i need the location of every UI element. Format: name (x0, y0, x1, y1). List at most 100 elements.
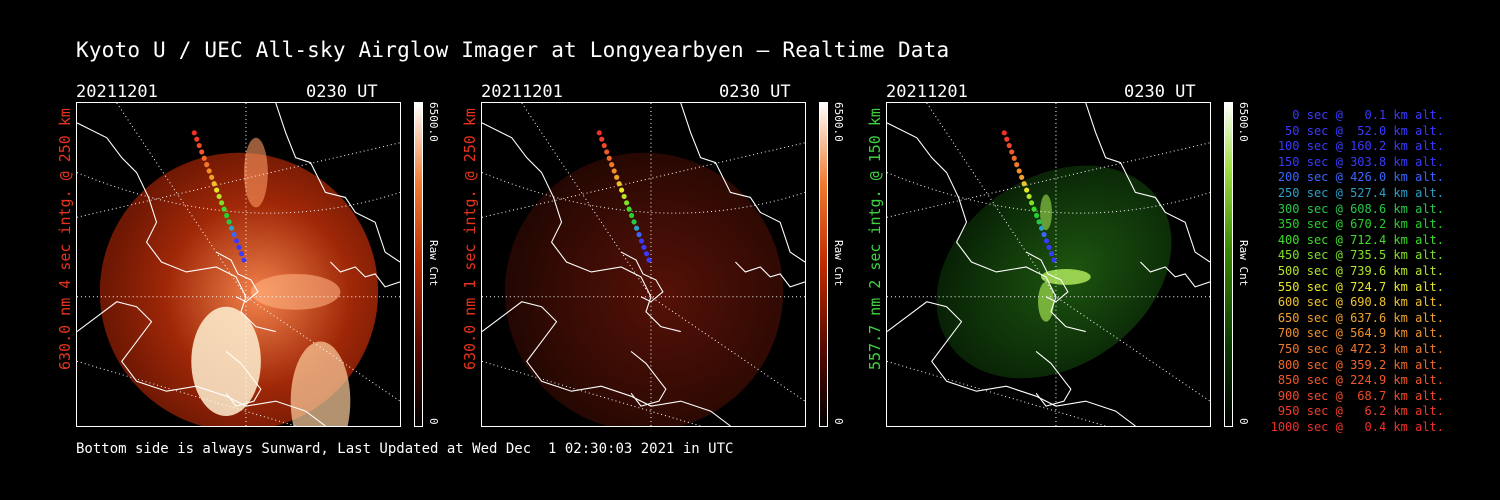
coastline (77, 301, 326, 426)
panel-3-image (886, 102, 1211, 427)
coastline (735, 261, 805, 288)
aurora-feature (243, 137, 268, 208)
trajectory-point (1038, 225, 1045, 231)
trajectory-point (1026, 193, 1032, 200)
legend-row: 200 sec @ 426.0 km alt. (1277, 170, 1444, 185)
panel-1-date: 20211201 (76, 82, 158, 102)
aurora-feature (191, 306, 261, 417)
trajectory-point (599, 136, 605, 142)
legend-row: 400 sec @ 712.4 km alt. (1277, 232, 1444, 247)
trajectory-point (611, 168, 617, 174)
trajectory-point (236, 244, 242, 250)
trajectory-point (616, 181, 622, 187)
legend-row: 800 sec @ 359.2 km alt. (1277, 357, 1444, 372)
panel-3-date: 20211201 (886, 82, 968, 102)
coastline (482, 122, 681, 333)
legend-row: 650 sec @ 637.6 km alt. (1277, 310, 1444, 325)
trajectory-point (1001, 130, 1007, 136)
coastline (620, 251, 664, 303)
panel-2-side-label: 630.0 nm 1 sec intg. @ 250 km (461, 108, 479, 370)
panel-1-image (76, 102, 401, 427)
trajectory-point (204, 162, 210, 168)
panel-1-colorbar (414, 102, 423, 427)
trajectory-point (614, 174, 620, 180)
coastline (1025, 251, 1069, 303)
trajectory-point (1031, 206, 1037, 212)
coastline (680, 103, 805, 263)
legend-row: 100 sec @ 160.2 km alt. (1277, 139, 1444, 154)
coastline (887, 122, 1086, 333)
trajectory-point (1048, 251, 1055, 257)
trajectory-point (1043, 238, 1050, 244)
trajectory-point (606, 155, 612, 161)
trajectory-point (621, 193, 627, 200)
panel-1-cbar-unit: Raw Cnt (427, 240, 440, 287)
coastline (482, 301, 731, 426)
coastline (1035, 351, 1072, 407)
coastline (275, 103, 400, 263)
trajectory-point (1033, 212, 1040, 219)
panel-2-time: 0230 UT (719, 82, 791, 102)
legend-row: 900 sec @ 68.7 km alt. (1277, 388, 1444, 403)
trajectory-point (221, 206, 227, 212)
legend-row: 750 sec @ 472.3 km alt. (1277, 341, 1444, 356)
trajectory-point (643, 251, 650, 257)
panel-3-time: 0230 UT (1124, 82, 1196, 102)
legend-row: 0 sec @ 0.1 km alt. (1292, 108, 1444, 122)
legend-row: 450 sec @ 735.5 km alt. (1277, 248, 1444, 263)
coastline (887, 301, 1136, 426)
trajectory-point (1006, 142, 1012, 149)
trajectory-point (624, 200, 630, 206)
trajectory-point (1014, 162, 1020, 168)
trajectory-point (619, 187, 625, 193)
panel-1-time: 0230 UT (306, 82, 378, 102)
trajectory-point (241, 257, 247, 263)
trajectory-point (1019, 174, 1025, 180)
trajectory-point (201, 155, 207, 161)
trajectory-point (636, 232, 642, 238)
panel-2-cbar-min: 0 (832, 418, 845, 425)
trajectory-point (601, 142, 607, 149)
trajectory-point (228, 225, 235, 231)
trajectory-point (631, 219, 637, 225)
coastline (1085, 103, 1210, 263)
trajectory-point (1009, 149, 1015, 155)
panel-1-cbar-min: 0 (427, 418, 440, 425)
aurora-feature (1038, 281, 1054, 322)
legend-row: 300 sec @ 608.6 km alt. (1277, 201, 1444, 216)
trajectory-point (209, 174, 215, 180)
trajectory-point (1011, 155, 1017, 161)
trajectory-point (226, 219, 232, 225)
trajectory-point (1041, 232, 1047, 238)
legend-row: 600 sec @ 690.8 km alt. (1277, 295, 1444, 310)
legend-row: 950 sec @ 6.2 km alt. (1277, 404, 1444, 419)
coastline (330, 261, 400, 288)
panel-3-colorbar (1224, 102, 1233, 427)
panel-3-cbar-unit: Raw Cnt (1237, 240, 1250, 287)
trajectory-point (214, 187, 220, 193)
trajectory-point (638, 238, 645, 244)
trajectory-point (238, 251, 245, 257)
sky-image-disc (504, 152, 784, 426)
trajectory-point (191, 130, 197, 136)
panel-2-cbar-unit: Raw Cnt (832, 240, 845, 287)
trajectory-point (596, 130, 602, 136)
trajectory-point (196, 142, 202, 149)
aurora-feature (1041, 268, 1091, 285)
panel-2-colorbar (819, 102, 828, 427)
panel-1-cbar-max: 6500.0 (427, 102, 440, 142)
page-title: Kyoto U / UEC All-sky Airglow Imager at … (76, 38, 950, 62)
panel-3-cbar-min: 0 (1237, 418, 1250, 425)
trajectory-point (646, 257, 652, 263)
trajectory-point (626, 206, 632, 212)
aurora-feature (250, 273, 341, 310)
trajectory-point (1036, 219, 1042, 225)
aurora-feature (290, 341, 351, 426)
trajectory-point (609, 162, 615, 168)
trajectory-point (211, 181, 217, 187)
trajectory-point (194, 136, 200, 142)
trajectory-point (633, 225, 640, 231)
trajectory-point (1051, 257, 1057, 263)
trajectory-point (216, 193, 222, 200)
panel-2-image (481, 102, 806, 427)
